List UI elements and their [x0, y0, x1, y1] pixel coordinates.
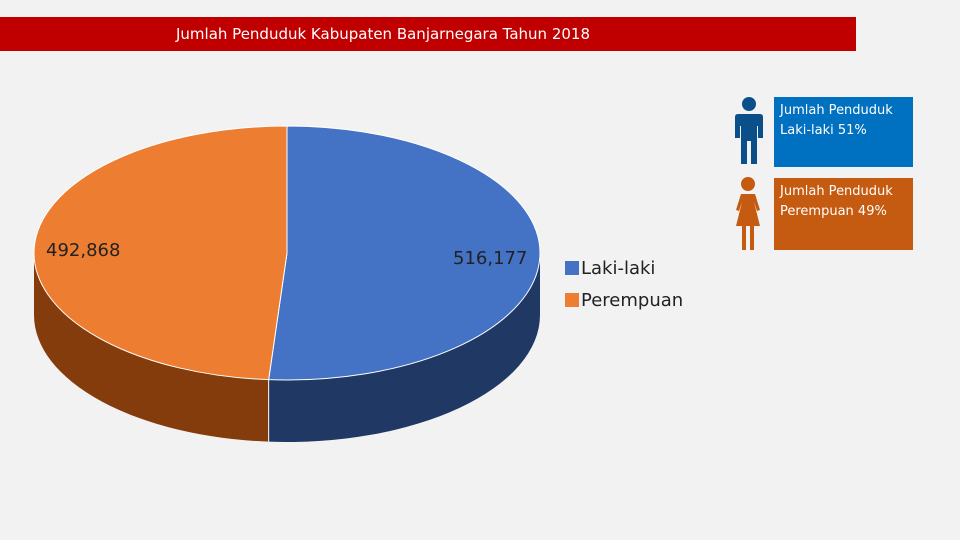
legend-item-laki-laki: Laki-laki: [565, 252, 683, 284]
legend-label-perempuan: Perempuan: [581, 289, 684, 311]
title-bar: Jumlah Penduduk Kabupaten Banjarnegara T…: [0, 17, 856, 51]
pie-side-perempuan: [34, 253, 269, 442]
chart-title: Jumlah Penduduk Kabupaten Banjarnegara T…: [176, 25, 590, 43]
data-label-perempuan: 492,868: [46, 240, 121, 261]
legend-item-perempuan: Perempuan: [565, 284, 683, 316]
legend-label-laki-laki: Laki-laki: [581, 257, 656, 279]
pie-slice-laki-laki: [268, 125, 541, 381]
info-box-laki-laki: Jumlah Penduduk Laki-laki 51%: [774, 97, 913, 167]
male-person-icon: [735, 97, 763, 164]
pie-side-laki-laki: [268, 253, 540, 442]
legend-swatch-perempuan: [565, 293, 579, 307]
legend: Laki-laki Perempuan: [565, 252, 683, 316]
legend-swatch-laki-laki: [565, 261, 579, 275]
pie-top-faces: [33, 125, 541, 381]
data-label-laki-laki: 516,177: [453, 248, 528, 269]
female-person-icon: [736, 177, 760, 250]
pie-slice-perempuan: [33, 125, 288, 381]
info-box-perempuan: Jumlah Penduduk Perempuan 49%: [774, 178, 913, 250]
pie-side-walls: [34, 253, 540, 442]
